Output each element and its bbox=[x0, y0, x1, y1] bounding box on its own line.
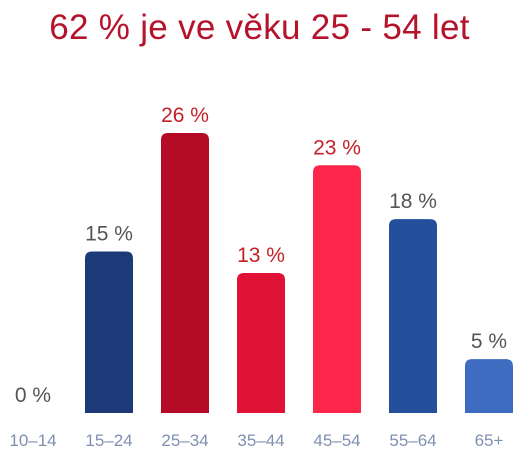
bar-55–64 bbox=[389, 219, 437, 413]
tick-label-15–24: 15–24 bbox=[85, 431, 132, 450]
tick-label-10–14: 10–14 bbox=[9, 431, 56, 450]
bar-25–34 bbox=[161, 133, 209, 413]
value-label-25–34: 26 % bbox=[161, 104, 209, 127]
tick-label-45–54: 45–54 bbox=[313, 431, 360, 450]
bar-45–54 bbox=[313, 165, 361, 413]
tick-label-65+: 65+ bbox=[475, 431, 504, 450]
chart-title: 62 % je ve věku 25 - 54 let bbox=[49, 8, 470, 47]
value-label-35–44: 13 % bbox=[237, 244, 285, 267]
bar-35–44 bbox=[237, 273, 285, 413]
value-label-65+: 5 % bbox=[471, 330, 507, 353]
tick-label-25–34: 25–34 bbox=[161, 431, 208, 450]
value-label-45–54: 23 % bbox=[313, 136, 361, 159]
value-label-10–14: 0 % bbox=[15, 384, 51, 407]
value-label-15–24: 15 % bbox=[85, 222, 133, 245]
value-label-55–64: 18 % bbox=[389, 190, 437, 213]
tick-label-35–44: 35–44 bbox=[237, 431, 284, 450]
tick-label-55–64: 55–64 bbox=[389, 431, 436, 450]
bar-15–24 bbox=[85, 251, 133, 413]
bar-65+ bbox=[465, 359, 513, 413]
